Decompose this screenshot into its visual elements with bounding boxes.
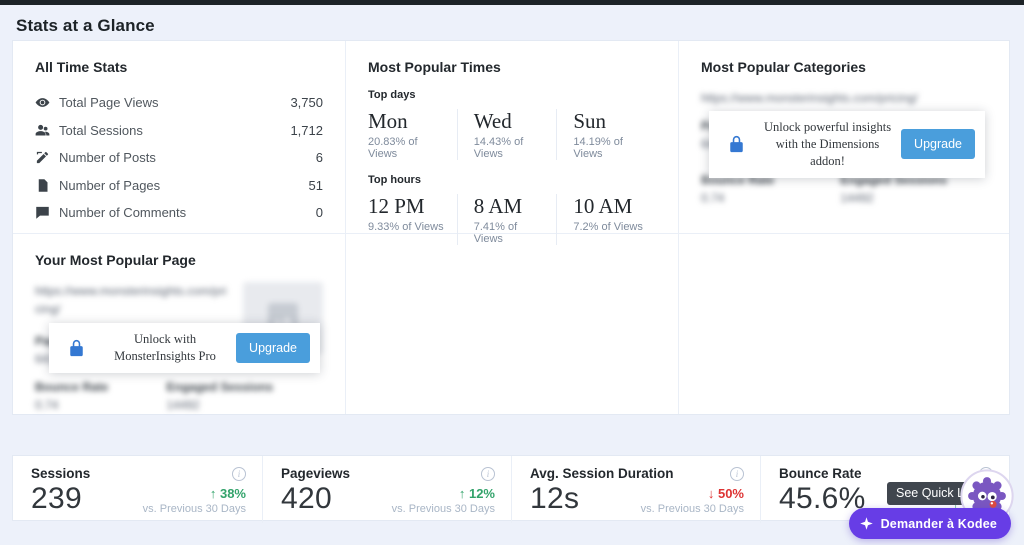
blurred-category-url: https://www.monsterinsights.com/pricing/ xyxy=(701,91,918,105)
trend-indicator: ↓ xyxy=(953,500,960,515)
stat-row-number-of-comments: Number of Comments 0 xyxy=(35,199,323,227)
overview-label: Pageviews xyxy=(281,466,351,481)
overview-label: Sessions xyxy=(31,466,91,481)
trend-indicator: ↓ 50% xyxy=(707,485,744,501)
overview-cell-sessions: Sessions 239 ↑ 38% vs. Previous 30 Days xyxy=(13,456,262,523)
info-icon[interactable] xyxy=(232,466,246,481)
trend-up-arrow-icon: ↑ xyxy=(458,485,466,501)
lock-icon xyxy=(69,339,84,357)
stat-label: Number of Posts xyxy=(59,150,156,166)
compare-period: vs. Previous 30 Days xyxy=(391,502,495,515)
day-name: Wed xyxy=(473,109,512,133)
day-share: 14.19% of Views xyxy=(573,136,623,161)
upgrade-button[interactable]: Upgrade xyxy=(901,129,975,160)
overview-value: 239 xyxy=(31,482,82,515)
all-time-stats-title: All Time Stats xyxy=(35,59,128,75)
post-icon xyxy=(35,150,50,165)
top-hour-item: 12 PM 9.33% of Views xyxy=(368,194,457,245)
popular-page-title: Your Most Popular Page xyxy=(35,252,196,268)
empty-panel xyxy=(679,234,1009,414)
lock-icon xyxy=(729,135,744,153)
blurred-stats-row: Bounce Rate 0.74 Engaged Sessions 14492 xyxy=(35,380,274,412)
hour-name: 10 AM xyxy=(573,194,633,219)
compare-period: vs. Previous 30 Days xyxy=(640,502,744,515)
stat-row-number-of-posts: Number of Posts 6 xyxy=(35,144,323,172)
panel-all-time-stats: All Time Stats Total Page Views 3,750 To… xyxy=(13,41,346,234)
stat-value: 6 xyxy=(315,150,323,166)
stat-value: 3,750 xyxy=(290,95,323,111)
kodee-spark-icon xyxy=(859,517,873,530)
trend-indicator: ↑ 38% xyxy=(209,485,246,501)
overview-value: 45.6% xyxy=(779,482,866,515)
panel-most-popular-page: Your Most Popular Page https://www.monst… xyxy=(13,234,346,414)
upgrade-overlay-text: Unlock with MonsterInsights Pro xyxy=(114,332,216,363)
dimensions-upgrade-overlay: Unlock powerful insights with the Dimens… xyxy=(709,111,985,178)
overview-value: 12s xyxy=(530,482,580,515)
top-day-item: Sun 14.19% of Views xyxy=(556,109,656,161)
top-days-row: Mon 20.83% of Views Wed 14.43% of Views … xyxy=(368,109,656,161)
blurred-page-url: https://www.monsterinsights.com/pricing/ xyxy=(35,284,227,316)
overview-value: 420 xyxy=(281,482,332,515)
info-icon[interactable] xyxy=(481,466,495,481)
blurred-stats-row: Bounce Rate 0.74 Engaged Sessions 14492 xyxy=(701,173,948,205)
stat-row-total-page-views: Total Page Views 3,750 xyxy=(35,89,323,117)
hour-share: 7.2% of Views xyxy=(573,221,643,234)
stat-value: 1,712 xyxy=(290,122,323,138)
trend-up-arrow-icon: ↑ xyxy=(209,485,217,501)
overview-label: Avg. Session Duration xyxy=(530,466,674,481)
empty-panel xyxy=(346,234,679,414)
hour-share: 9.33% of Views xyxy=(368,221,444,234)
page-title: Stats at a Glance xyxy=(16,16,155,35)
top-day-item: Mon 20.83% of Views xyxy=(368,109,457,160)
trend-down-arrow-icon: ↓ xyxy=(952,499,960,515)
overview-cell-bounce-rate: Bounce Rate 45.6% ↓ xyxy=(760,456,1009,523)
pro-upgrade-overlay: Unlock with MonsterInsights Pro Upgrade xyxy=(49,323,320,373)
popular-times-title: Most Popular Times xyxy=(368,59,501,75)
kodee-button-label: Demander à Kodee xyxy=(880,516,997,531)
pages-icon xyxy=(35,178,50,193)
top-days-label: Top days xyxy=(368,89,416,101)
upgrade-overlay-text: Unlock powerful insights with the Dimens… xyxy=(763,120,892,168)
kodee-assistant-button[interactable]: Demander à Kodee xyxy=(848,508,1011,539)
stat-label: Total Page Views xyxy=(59,95,159,111)
day-share: 14.43% of Views xyxy=(473,136,524,161)
top-hour-item: 8 AM 7.41% of Views xyxy=(456,194,557,246)
overview-label: Bounce Rate xyxy=(779,466,862,481)
hour-name: 12 PM xyxy=(368,194,425,219)
day-name: Sun xyxy=(573,109,607,133)
top-hour-item: 10 AM 7.2% of Views xyxy=(556,194,656,246)
trend-indicator: ↑ 12% xyxy=(458,485,495,501)
eye-icon xyxy=(35,95,50,110)
popular-categories-title: Most Popular Categories xyxy=(701,59,866,75)
users-icon xyxy=(35,123,50,138)
info-icon[interactable] xyxy=(730,466,744,481)
stat-label: Total Sessions xyxy=(59,122,143,138)
upgrade-button[interactable]: Upgrade xyxy=(236,332,310,363)
stat-label: Number of Comments xyxy=(59,205,187,221)
top-hours-row: 12 PM 9.33% of Views 8 AM 7.41% of Views… xyxy=(368,194,656,246)
page-header: Stats at a Glance xyxy=(0,5,1024,45)
hour-name: 8 AM xyxy=(473,194,523,219)
stat-value: 51 xyxy=(308,177,323,193)
compare-period: vs. Previous 30 Days xyxy=(142,502,246,515)
top-day-item: Wed 14.43% of Views xyxy=(456,109,557,161)
stat-row-total-sessions: Total Sessions 1,712 xyxy=(35,117,323,145)
hour-share: 7.41% of Views xyxy=(473,221,518,246)
stat-label: Number of Pages xyxy=(59,177,161,193)
overview-cell-pageviews: Pageviews 420 ↑ 12% vs. Previous 30 Days xyxy=(262,456,511,523)
day-share: 20.83% of Views xyxy=(368,136,418,161)
panel-most-popular-times: Most Popular Times Top days Mon 20.83% o… xyxy=(346,41,679,246)
overview-stats-card: Sessions 239 ↑ 38% vs. Previous 30 Days … xyxy=(12,455,1010,523)
top-hours-label: Top hours xyxy=(368,174,421,187)
stats-glance-card: All Time Stats Total Page Views 3,750 To… xyxy=(12,40,1010,415)
comment-icon xyxy=(35,205,50,220)
panel-most-popular-categories: Most Popular Categories https://www.mons… xyxy=(679,41,1009,234)
image-icon xyxy=(268,303,298,333)
stat-value: 0 xyxy=(315,205,323,221)
stat-row-number-of-pages: Number of Pages 51 xyxy=(35,172,323,200)
trend-down-arrow-icon: ↓ xyxy=(707,485,715,501)
window-top-bar xyxy=(0,0,1024,5)
overview-cell-session-duration: Avg. Session Duration 12s ↓ 50% vs. Prev… xyxy=(511,456,760,523)
day-name: Mon xyxy=(368,109,408,133)
